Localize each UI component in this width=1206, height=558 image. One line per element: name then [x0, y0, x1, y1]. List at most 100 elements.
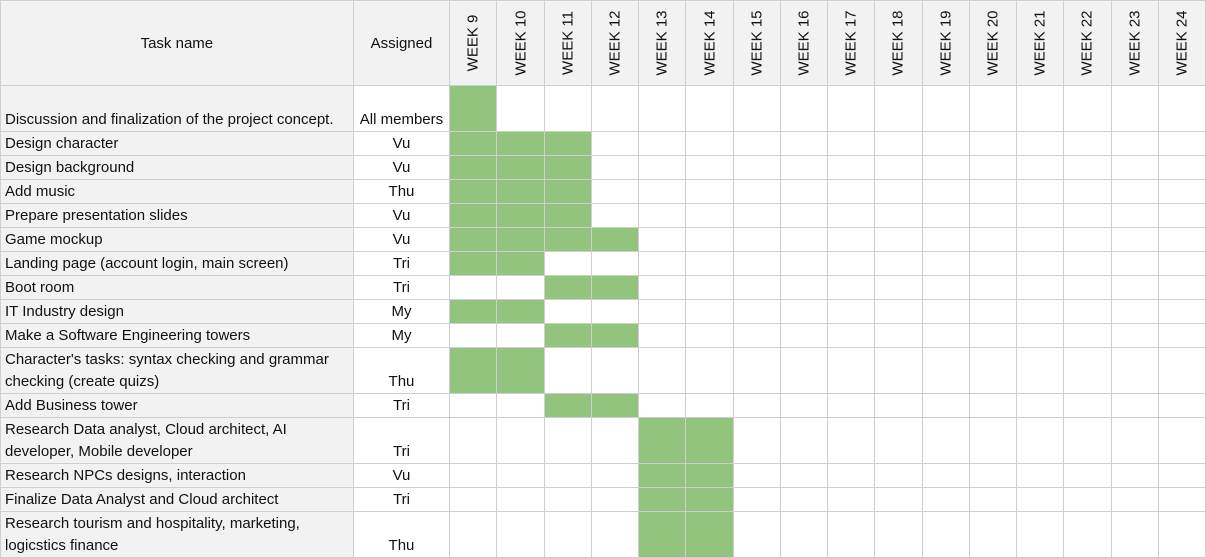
- week-cell: [968, 347, 1018, 394]
- week-cell: [685, 323, 734, 348]
- week-cell-filled: [449, 251, 498, 276]
- assigned-cell: All members: [352, 85, 451, 132]
- week-cell: [827, 347, 876, 394]
- week-cell: [921, 511, 970, 558]
- assigned-cell: Thu: [352, 179, 451, 204]
- week-cell-filled: [449, 203, 498, 228]
- week-cell: [968, 179, 1018, 204]
- week-cell: [449, 511, 498, 558]
- task-name-cell: Research Data analyst, Cloud architect, …: [0, 417, 354, 464]
- week-cell: [779, 131, 829, 156]
- task-name-cell: IT Industry design: [0, 299, 354, 324]
- week-cell: [1063, 179, 1112, 204]
- week-cell-filled: [449, 155, 498, 180]
- gantt-body: Discussion and finalization of the proje…: [0, 85, 1206, 558]
- task-row: Discussion and finalization of the proje…: [0, 85, 1206, 132]
- week-cell: [449, 275, 498, 300]
- week-header-label: WEEK 17: [842, 10, 860, 76]
- week-cell: [732, 347, 781, 394]
- week-cell: [449, 323, 498, 348]
- assigned-cell: Thu: [352, 347, 451, 394]
- task-row: Boot room Tri: [0, 275, 1206, 300]
- week-cell: [968, 227, 1018, 252]
- header-row: Task name Assigned WEEK 9 WEEK 10 WEEK 1…: [0, 0, 1206, 86]
- week-cell: [685, 85, 734, 132]
- week-cell: [968, 417, 1018, 464]
- week-cell: [590, 155, 640, 180]
- assigned-header: Assigned: [352, 0, 451, 86]
- week-cell-filled: [685, 417, 734, 464]
- task-name-cell: Design background: [0, 155, 354, 180]
- week-cell: [1157, 275, 1206, 300]
- week-cell: [496, 417, 545, 464]
- week-header-label: WEEK 15: [748, 10, 766, 76]
- week-cell: [1063, 227, 1112, 252]
- week-cell: [827, 131, 876, 156]
- week-cell: [1157, 417, 1206, 464]
- task-row: Make a Software Engineering towers My: [0, 323, 1206, 348]
- week-header: WEEK 15: [732, 0, 781, 86]
- task-name-cell: Add music: [0, 179, 354, 204]
- week-cell: [1110, 299, 1159, 324]
- week-cell: [874, 393, 923, 418]
- week-cell: [732, 203, 781, 228]
- task-name-cell: Prepare presentation slides: [0, 203, 354, 228]
- assigned-cell: My: [352, 299, 451, 324]
- week-cell: [874, 251, 923, 276]
- week-cell-filled: [590, 227, 640, 252]
- week-cell: [1110, 85, 1159, 132]
- week-cell: [1157, 155, 1206, 180]
- week-cell: [921, 227, 970, 252]
- week-cell: [685, 155, 734, 180]
- week-cell: [874, 487, 923, 512]
- week-cell: [1110, 179, 1159, 204]
- week-cell: [1063, 323, 1112, 348]
- week-cell: [874, 203, 923, 228]
- task-row: IT Industry design My: [0, 299, 1206, 324]
- week-cell: [1157, 299, 1206, 324]
- week-header: WEEK 17: [827, 0, 876, 86]
- week-cell: [1063, 417, 1112, 464]
- assigned-cell: Vu: [352, 131, 451, 156]
- week-cell: [1157, 131, 1206, 156]
- week-cell: [1016, 131, 1065, 156]
- week-cell-filled: [543, 179, 592, 204]
- assigned-cell: Vu: [352, 203, 451, 228]
- week-cell: [968, 203, 1018, 228]
- week-header-label: WEEK 11: [559, 11, 577, 75]
- week-cell-filled: [543, 131, 592, 156]
- week-cell: [1157, 227, 1206, 252]
- week-cell: [1157, 347, 1206, 394]
- week-cell: [968, 85, 1018, 132]
- week-cell: [638, 179, 687, 204]
- week-cell: [827, 275, 876, 300]
- week-cell-filled: [638, 511, 687, 558]
- task-row: Research tourism and hospitality, market…: [0, 511, 1206, 558]
- week-cell: [543, 417, 592, 464]
- week-cell-filled: [449, 179, 498, 204]
- week-cell-filled: [685, 511, 734, 558]
- week-cell: [921, 131, 970, 156]
- week-cell: [1110, 227, 1159, 252]
- week-header: WEEK 18: [874, 0, 923, 86]
- week-header-label: WEEK 13: [653, 10, 671, 76]
- week-cell: [638, 275, 687, 300]
- week-cell: [827, 299, 876, 324]
- week-cell: [968, 487, 1018, 512]
- week-cell: [638, 299, 687, 324]
- week-cell: [1157, 251, 1206, 276]
- week-cell: [1063, 463, 1112, 488]
- week-cell: [921, 463, 970, 488]
- assigned-cell: Vu: [352, 463, 451, 488]
- week-cell: [1016, 155, 1065, 180]
- week-cell-filled: [543, 155, 592, 180]
- week-cell-filled: [496, 203, 545, 228]
- week-cell: [685, 347, 734, 394]
- week-cell: [921, 393, 970, 418]
- week-cell: [543, 299, 592, 324]
- week-cell: [1110, 417, 1159, 464]
- task-row: Landing page (account login, main screen…: [0, 251, 1206, 276]
- week-cell-filled: [543, 227, 592, 252]
- week-cell: [590, 179, 640, 204]
- task-row: Add music Thu: [0, 179, 1206, 204]
